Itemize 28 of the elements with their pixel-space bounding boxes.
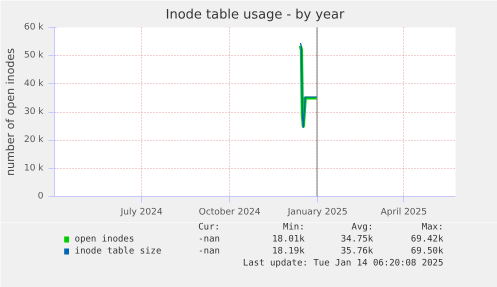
text: Last update: Tue Jan 14 06:20:08 2025 [242, 258, 444, 268]
y-tick-label: 0 [38, 192, 44, 202]
text: -nan [198, 234, 220, 244]
legend-label: inode table size [74, 246, 162, 256]
y-tick-label: 60 k [24, 22, 44, 32]
chart-title: Inode table usage - by year [166, 8, 346, 22]
y-tick-label: 40 k [24, 78, 44, 89]
x-tick-label: January 2025 [286, 208, 348, 218]
y-tick-label: 50 k [24, 50, 44, 61]
text: 18.19k [272, 246, 306, 256]
text: Min: [282, 222, 305, 232]
text: 69.42k [410, 234, 444, 244]
text: 69.50k [410, 246, 444, 256]
text: Avg: [352, 222, 374, 232]
y-axis-title: number of open inodes [4, 48, 17, 176]
text: 35.76k [340, 246, 374, 256]
y-tick-label: 30 k [24, 107, 44, 117]
text: 34.75k [340, 234, 374, 244]
x-tick-label: October 2024 [198, 208, 261, 218]
text: 18.01k [272, 234, 306, 244]
text: -nan [198, 246, 220, 256]
x-tick-label: April 2025 [380, 208, 427, 218]
text: Cur: [198, 222, 220, 232]
text: Max: [422, 222, 444, 232]
y-tick-label: 20 k [24, 135, 44, 146]
x-tick-label: July 2024 [120, 208, 163, 218]
y-tick-label: 10 k [24, 163, 44, 174]
legend-label: open inodes [74, 234, 134, 244]
